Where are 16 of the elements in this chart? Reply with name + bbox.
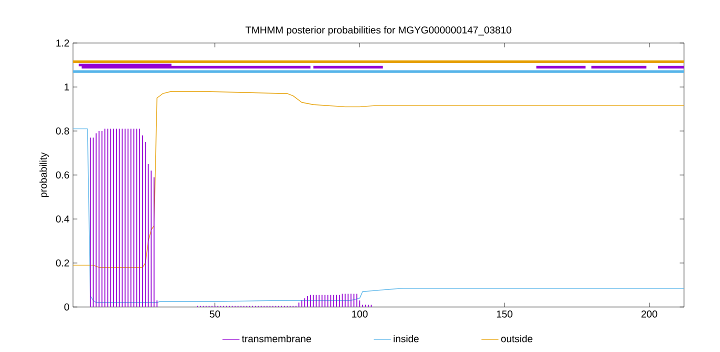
legend-label: transmembrane [242,334,312,342]
y-tick-label: 0.4 [56,215,70,223]
y-tick-label: 0.2 [56,259,69,267]
x-tick-label: 200 [641,310,658,318]
legend-label: outside [501,334,532,342]
y-tick-label: 1 [64,84,69,90]
y-tick-label: 0 [64,303,70,311]
x-tick-label: 50 [210,310,220,318]
legend-label: inside [394,334,419,342]
x-tick-label: 100 [352,310,368,318]
y-tick-label: 1.2 [56,40,69,46]
y-tick-label: 0.8 [56,127,70,135]
y-axis-title: probability [40,152,49,198]
chart-title: TMHMM posterior probabilities for MGYG000000147_03810 [246,26,512,36]
x-tick-label: 150 [496,310,512,318]
y-tick-label: 0.6 [56,171,70,179]
